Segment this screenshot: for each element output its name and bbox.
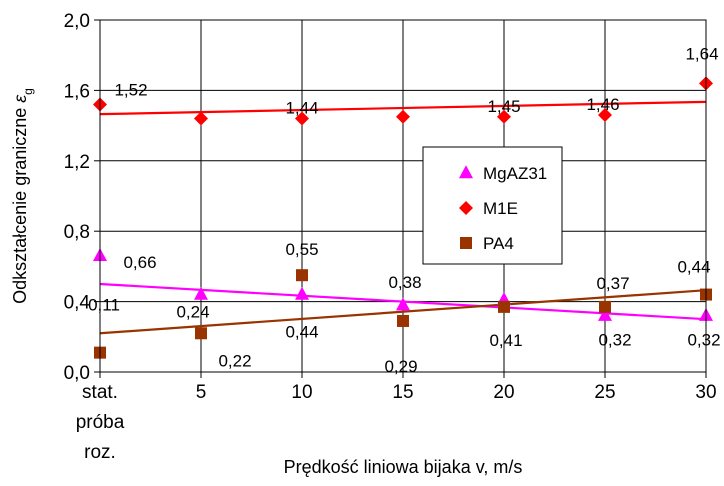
data-label-pa4: 0,55	[285, 240, 318, 259]
data-label-mgaz31: 0,24	[176, 303, 209, 322]
y-tick-label: 0,4	[64, 293, 91, 314]
x-tick-label: stat.	[82, 382, 118, 403]
marker-pa4	[599, 300, 611, 313]
marker-pa4	[195, 327, 207, 340]
x-tick-label: 5	[196, 382, 207, 403]
marker-mgaz31	[295, 286, 309, 300]
data-label-pa4: 0,11	[88, 296, 120, 315]
data-label-mgaz31: 0,41	[489, 331, 522, 350]
y-axis-symbol: ε	[10, 94, 30, 103]
data-label-mgaz31: 0,32	[687, 331, 720, 350]
legend-label-m1e: M1E	[483, 199, 518, 218]
data-label-mgaz31: 0,38	[388, 273, 421, 292]
y-axis-title-text: Odkształcenie graniczne	[10, 103, 30, 304]
data-label-m1e: 1,44	[285, 99, 318, 118]
x-tick-label: 10	[291, 382, 312, 403]
legend-label-pa4: PA4	[483, 234, 514, 253]
data-label-pa4: 0,44	[677, 258, 710, 277]
legend-box	[422, 146, 563, 265]
data-label-mgaz31: 0,44	[285, 323, 318, 342]
legend-label-mgaz31: MgAZ31	[483, 164, 547, 183]
data-label-m1e: 1,45	[487, 97, 520, 116]
marker-m1e	[396, 109, 410, 124]
x-tick-label: 15	[392, 382, 413, 403]
data-label-pa4: 0,29	[384, 357, 417, 376]
data-label-m1e: 1,46	[586, 95, 619, 114]
x-tick-label: 30	[695, 382, 716, 403]
data-labels: 0,66 0,24 0,44 0,38 0,41 0,32 0,32 1,52 1,44 1,45…	[88, 44, 720, 376]
legend-marker-pa4	[460, 237, 472, 249]
data-label-m1e: 1,52	[114, 80, 147, 99]
y-tick-label: 0,0	[64, 363, 90, 384]
y-tick-label: 2,0	[64, 11, 90, 32]
y-axis-title: Odkształcenie graniczne εg	[10, 88, 35, 304]
marker-mgaz31	[194, 286, 208, 300]
x-tick-label: 25	[594, 382, 615, 403]
axis-titles: Prędkość liniowa bijaka v, m/s Odkształce…	[10, 88, 522, 477]
marker-pa4	[296, 269, 308, 282]
legend-marker-m1e	[459, 201, 473, 215]
data-label-pa4: 0,37	[596, 274, 629, 293]
x-tick-label: 20	[493, 382, 514, 403]
marker-m1e	[295, 111, 309, 126]
legend: MgAZ31 M1E PA4	[422, 146, 563, 265]
data-label-mgaz31: 0,66	[123, 253, 156, 272]
trendline-pa4	[99, 289, 707, 335]
marker-m1e	[497, 109, 511, 124]
marker-m1e	[194, 111, 208, 126]
marker-mgaz31	[396, 297, 410, 311]
marker-pa4	[498, 300, 510, 313]
y-tick-label: 0,8	[64, 222, 90, 243]
data-label-mgaz31: 0,32	[598, 331, 631, 350]
marker-pa4	[397, 314, 409, 327]
y-tick-label: 1,2	[64, 152, 90, 173]
x-tick-label: próba	[76, 412, 125, 433]
marker-mgaz31	[598, 307, 612, 321]
data-label-m1e: 1,64	[685, 44, 718, 63]
data-label-pa4: 0,22	[218, 351, 251, 370]
x-axis-title: Prędkość liniowa bijaka v, m/s	[284, 457, 523, 477]
legend-marker-mgaz31	[459, 165, 473, 179]
axes: 0,0 0,4 0,8 1,2 1,6 2,0 stat. próba roz. 5 10 15 20 2…	[64, 11, 717, 463]
marker-m1e	[598, 108, 612, 123]
y-axis-subscript: g	[21, 88, 35, 95]
y-tick-label: 1,6	[64, 81, 90, 102]
x-tick-label: roz.	[84, 442, 116, 463]
